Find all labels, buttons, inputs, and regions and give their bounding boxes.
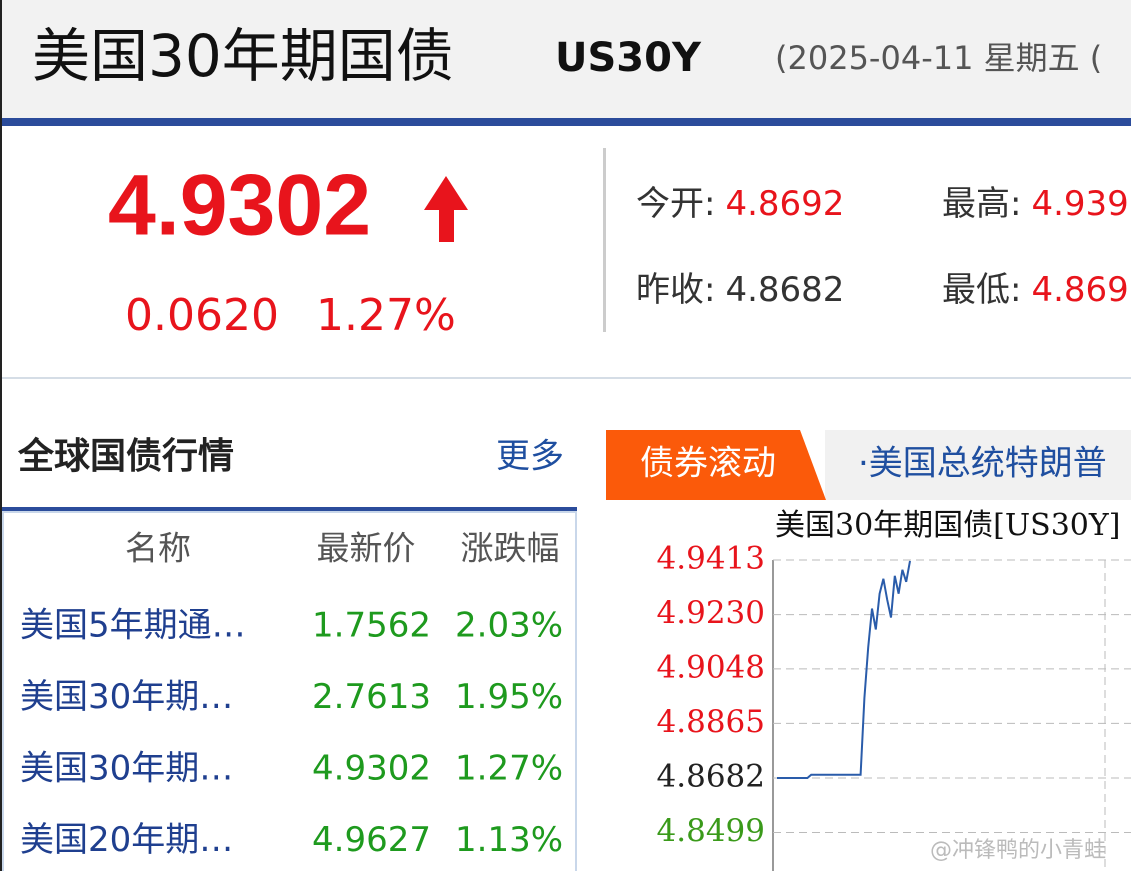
stat: 昨收: 4.8682 [636,270,844,310]
section-title: 全球国债行情 [17,435,234,477]
ticker-text[interactable]: ·美国总统特朗普 [858,444,1107,484]
stat-label: 今开: [636,184,715,224]
row-name[interactable]: 美国5年期通… [20,606,246,646]
price: 4.9302 [108,158,371,254]
ticker-tab [606,430,826,500]
stat: 最高: 4.939 [942,184,1129,224]
stat-label: 最高: [942,184,1021,224]
page-title: 美国30年期国债 [32,22,454,90]
price-line [777,560,911,779]
stat: 最低: 4.869 [942,270,1129,310]
column-header: 涨跌幅 [461,529,560,568]
y-tick-label: 4.8499 [657,813,765,849]
left-border [0,0,2,871]
row-cell: 4.9627 [312,820,431,860]
divider [603,148,606,332]
header-rule [0,118,1131,126]
row-cell: 1.13% [455,820,563,860]
watermark: @冲锋鸭的小青蛙 [930,838,1106,863]
column-header: 名称 [125,529,191,568]
ticker-bg [825,430,1131,500]
ticker-tab-label[interactable]: 债券滚动 [640,444,776,484]
change-pct: 1.27% [316,290,456,341]
stat-value: 4.8682 [725,270,844,310]
row-cell: 1.7562 [312,606,431,646]
more-link[interactable]: 更多 [496,437,564,477]
stat: 今开: 4.8692 [636,184,844,224]
stat-value: 4.8692 [725,184,844,224]
row-cell: 1.27% [455,749,563,789]
up-arrow [424,176,468,242]
stats: 今开: 4.8692 最高: 4.939 昨收: 4.8682 最低: 4.869 [636,184,1129,310]
y-tick-label: 4.8865 [657,704,765,740]
code: US30Y [555,35,702,81]
stat-value: 4.939 [1031,184,1128,224]
row-name[interactable]: 美国30年期… [20,677,233,717]
row-name[interactable]: 美国20年期… [20,820,233,860]
chart: 4.9413 4.9230 4.9048 4.8865 4.8682 4.8499 [657,541,1131,871]
row-cell: 2.7613 [312,677,431,717]
row-cell: 1.95% [455,677,563,717]
chart-title: 美国30年期国债[US30Y] [775,508,1120,543]
y-tick-label: 4.9413 [657,541,765,577]
y-tick-label: 4.9048 [657,649,765,685]
column-header: 最新价 [317,529,416,568]
stat-label: 昨收: [636,270,715,310]
header-bg [0,0,1131,118]
table-frame [2,511,577,871]
change: 0.0620 [125,290,279,341]
row-name[interactable]: 美国30年期… [20,749,233,789]
y-tick-label: 4.8682 [657,758,765,794]
table-rule [2,507,577,512]
date: (2025-04-11 星期五 ( [775,39,1102,77]
row-cell: 2.03% [455,606,563,646]
stat-label: 最低: [942,270,1021,310]
row-cell: 4.9302 [312,749,431,789]
stat-value: 4.869 [1031,270,1128,310]
y-tick-label: 4.9230 [657,595,765,631]
section-rule [2,377,1131,379]
